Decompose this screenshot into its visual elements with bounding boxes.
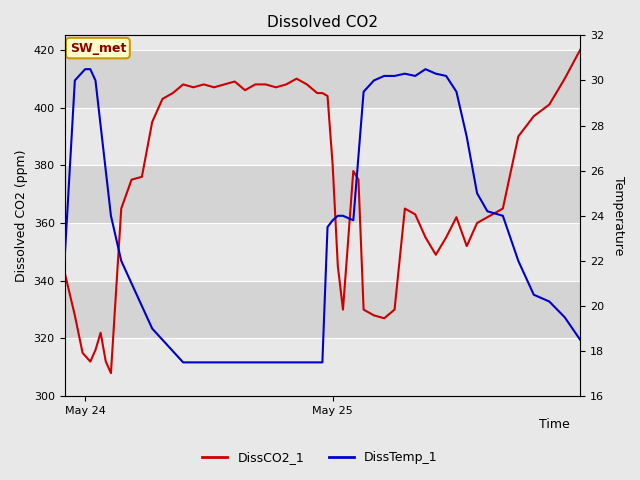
DissCO2_1 (138, 174, 146, 180)
DissCO2_1 (107, 370, 115, 376)
DissCO2_1 (339, 307, 347, 312)
DissTemp_1 (97, 123, 104, 129)
DissTemp_1 (179, 360, 187, 365)
DissCO2_1 (61, 269, 68, 275)
DissTemp_1 (380, 73, 388, 79)
Bar (65, 36, 580, 50)
Bar (65, 50, 580, 108)
DissTemp_1 (360, 89, 367, 95)
DissCO2_1 (380, 315, 388, 321)
Y-axis label: Dissolved CO2 (ppm): Dissolved CO2 (ppm) (15, 150, 28, 282)
DissTemp_1 (61, 258, 68, 264)
Bar (65, 223, 580, 281)
Legend: DissCO2_1, DissTemp_1: DissCO2_1, DissTemp_1 (197, 446, 443, 469)
DissCO2_1 (577, 47, 584, 53)
Bar (65, 338, 580, 396)
Line: DissCO2_1: DissCO2_1 (65, 50, 580, 373)
DissCO2_1 (329, 162, 337, 168)
Text: SW_met: SW_met (70, 42, 126, 55)
DissCO2_1 (349, 168, 357, 174)
Title: Dissolved CO2: Dissolved CO2 (267, 15, 378, 30)
DissTemp_1 (577, 337, 584, 343)
DissTemp_1 (329, 217, 337, 223)
X-axis label: Time: Time (539, 418, 570, 431)
DissTemp_1 (81, 66, 89, 72)
Y-axis label: Temperature: Temperature (612, 176, 625, 255)
DissTemp_1 (314, 360, 321, 365)
DissCO2_1 (252, 82, 259, 87)
Bar (65, 108, 580, 165)
Bar (65, 165, 580, 223)
Bar (65, 281, 580, 338)
DissTemp_1 (252, 360, 259, 365)
Line: DissTemp_1: DissTemp_1 (65, 69, 580, 362)
